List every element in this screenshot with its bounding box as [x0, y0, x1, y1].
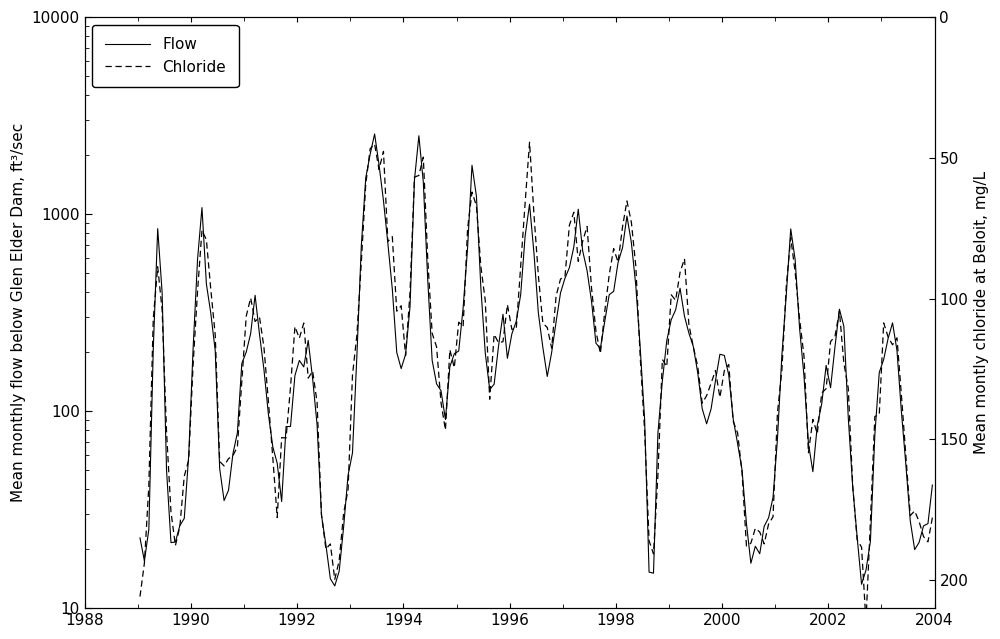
Flow: [134, 534, 146, 542]
Flow: [909, 546, 921, 553]
Chloride: [435, 399, 447, 406]
Chloride: [926, 514, 938, 521]
Flow: [298, 363, 310, 371]
Chloride: [524, 139, 536, 146]
Flow: [369, 130, 381, 138]
Chloride: [842, 385, 854, 392]
Flow: [227, 450, 239, 458]
Flow: [444, 363, 456, 371]
Y-axis label: Mean monthly flow below Glen Elder Dam, ft³/sec: Mean monthly flow below Glen Elder Dam, …: [11, 123, 26, 502]
Line: Flow: Flow: [140, 134, 932, 586]
Legend: Flow, Chloride: Flow, Chloride: [92, 25, 239, 87]
Chloride: [860, 619, 872, 626]
Flow: [847, 483, 859, 491]
Chloride: [147, 315, 159, 323]
Chloride: [298, 320, 310, 327]
Flow: [329, 582, 341, 590]
Chloride: [134, 593, 146, 601]
Flow: [147, 345, 159, 353]
Chloride: [909, 507, 921, 515]
Flow: [926, 481, 938, 489]
Y-axis label: Mean montly chloride at Beloit, mg/L: Mean montly chloride at Beloit, mg/L: [974, 171, 989, 454]
Chloride: [227, 452, 239, 459]
Line: Chloride: Chloride: [140, 142, 932, 622]
